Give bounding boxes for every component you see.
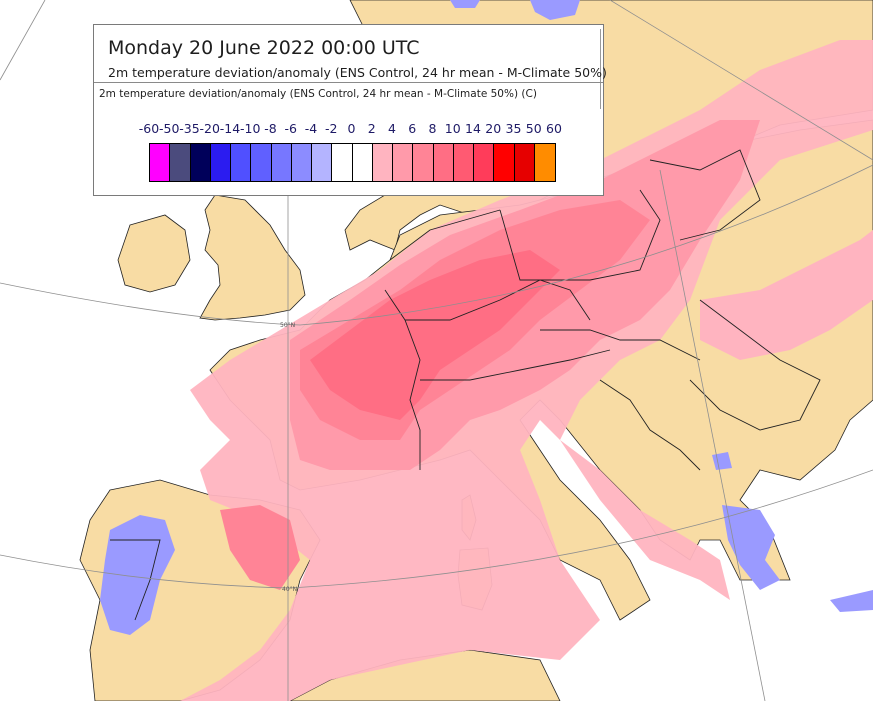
legend-swatch bbox=[332, 144, 353, 181]
cold-patch-iberia bbox=[100, 515, 175, 635]
legend-tick: -8 bbox=[264, 121, 277, 136]
grid-label-40n: 40°N bbox=[282, 586, 297, 593]
legend-tick: 35 bbox=[505, 121, 522, 136]
legend-tick: 60 bbox=[546, 121, 562, 136]
legend-swatch bbox=[170, 144, 191, 181]
legend-tick: 6 bbox=[408, 121, 417, 136]
graticule-lat-40 bbox=[0, 469, 873, 589]
legend-label: 2m temperature deviation/anomaly (ENS Co… bbox=[99, 88, 537, 100]
land-britain bbox=[199, 194, 306, 321]
legend-swatch bbox=[474, 144, 495, 181]
legend-swatch bbox=[352, 144, 373, 181]
border-iberia bbox=[110, 539, 161, 621]
legend-swatch bbox=[291, 144, 312, 181]
legend-swatch bbox=[312, 144, 333, 181]
legend-swatch bbox=[433, 144, 454, 181]
legend-panel: Monday 20 June 2022 00:00 UTC 2m tempera… bbox=[93, 24, 607, 196]
legend-tick: -60 bbox=[138, 121, 160, 136]
legend-swatch bbox=[393, 144, 414, 181]
legend-tick: -35 bbox=[179, 121, 200, 136]
border-poland bbox=[499, 189, 661, 281]
legend-tick: 10 bbox=[444, 121, 461, 136]
border-romania bbox=[689, 299, 821, 431]
legend-swatch bbox=[534, 144, 555, 181]
title-panel: Monday 20 June 2022 00:00 UTC 2m tempera… bbox=[100, 29, 607, 109]
graticule-lon-east bbox=[609, 0, 873, 161]
legend-tick: -6 bbox=[284, 121, 297, 136]
legend-swatch bbox=[413, 144, 434, 181]
cold-patch-aegean bbox=[830, 590, 873, 612]
legend-swatch bbox=[514, 144, 535, 181]
legend-tick: -4 bbox=[304, 121, 318, 136]
legend-tick: -14 bbox=[219, 121, 241, 136]
legend-tick: -20 bbox=[199, 121, 220, 136]
legend-tick: 14 bbox=[465, 121, 481, 136]
legend-swatch bbox=[271, 144, 292, 181]
legend-ticks: -60 -50 -35 -20 -14 -10 -8 -6 -4 -2 0 2 4 6 8 10 14 20 35 5… bbox=[134, 121, 564, 136]
legend-tick: 50 bbox=[525, 121, 542, 136]
border-layer bbox=[110, 149, 821, 621]
legend-swatch bbox=[150, 144, 171, 181]
border-austria-hungary bbox=[540, 329, 701, 361]
border-germany bbox=[405, 279, 591, 321]
map-title: Monday 20 June 2022 00:00 UTC bbox=[108, 37, 420, 59]
legend-tick: -10 bbox=[240, 121, 261, 136]
legend-tick: -50 bbox=[159, 121, 180, 136]
map-subtitle: 2m temperature deviation/anomaly (ENS Co… bbox=[108, 65, 607, 80]
anomaly-zone-hot-spain bbox=[220, 505, 300, 590]
legend-colorbar bbox=[149, 143, 556, 182]
legend-tick: 2 bbox=[367, 121, 376, 136]
graticule-lon-20 bbox=[659, 169, 766, 701]
legend-swatch bbox=[210, 144, 231, 181]
cold-patch-greece bbox=[722, 505, 780, 590]
legend-tick: 20 bbox=[485, 121, 502, 136]
legend-tick: 0 bbox=[347, 121, 356, 136]
border-balkans bbox=[599, 379, 701, 471]
anomaly-zone-balkans bbox=[700, 230, 873, 360]
legend-divider bbox=[94, 82, 603, 83]
legend-swatch bbox=[231, 144, 252, 181]
cold-patch-north-1 bbox=[530, 0, 580, 20]
anomaly-zone-hot bbox=[310, 250, 560, 420]
legend-tick: 4 bbox=[388, 121, 396, 136]
legend-tick: -2 bbox=[325, 121, 338, 136]
legend-swatch bbox=[453, 144, 474, 181]
legend-swatch bbox=[190, 144, 211, 181]
border-france-east bbox=[384, 289, 421, 470]
anomaly-layer bbox=[180, 40, 873, 701]
graticule-lat-50 bbox=[0, 164, 873, 326]
legend-swatch bbox=[372, 144, 393, 181]
border-baltic bbox=[649, 149, 761, 241]
border-germany-north bbox=[389, 209, 501, 261]
cold-layer bbox=[100, 0, 873, 635]
land-ireland bbox=[117, 214, 191, 293]
legend-tick: 8 bbox=[428, 121, 437, 136]
border-alps bbox=[420, 349, 611, 381]
legend-swatch bbox=[494, 144, 515, 181]
grid-label-50n: 50°N bbox=[280, 322, 295, 329]
graticule-lon-west bbox=[0, 0, 46, 81]
cold-patch-north-2 bbox=[450, 0, 480, 8]
legend-swatch bbox=[251, 144, 272, 181]
